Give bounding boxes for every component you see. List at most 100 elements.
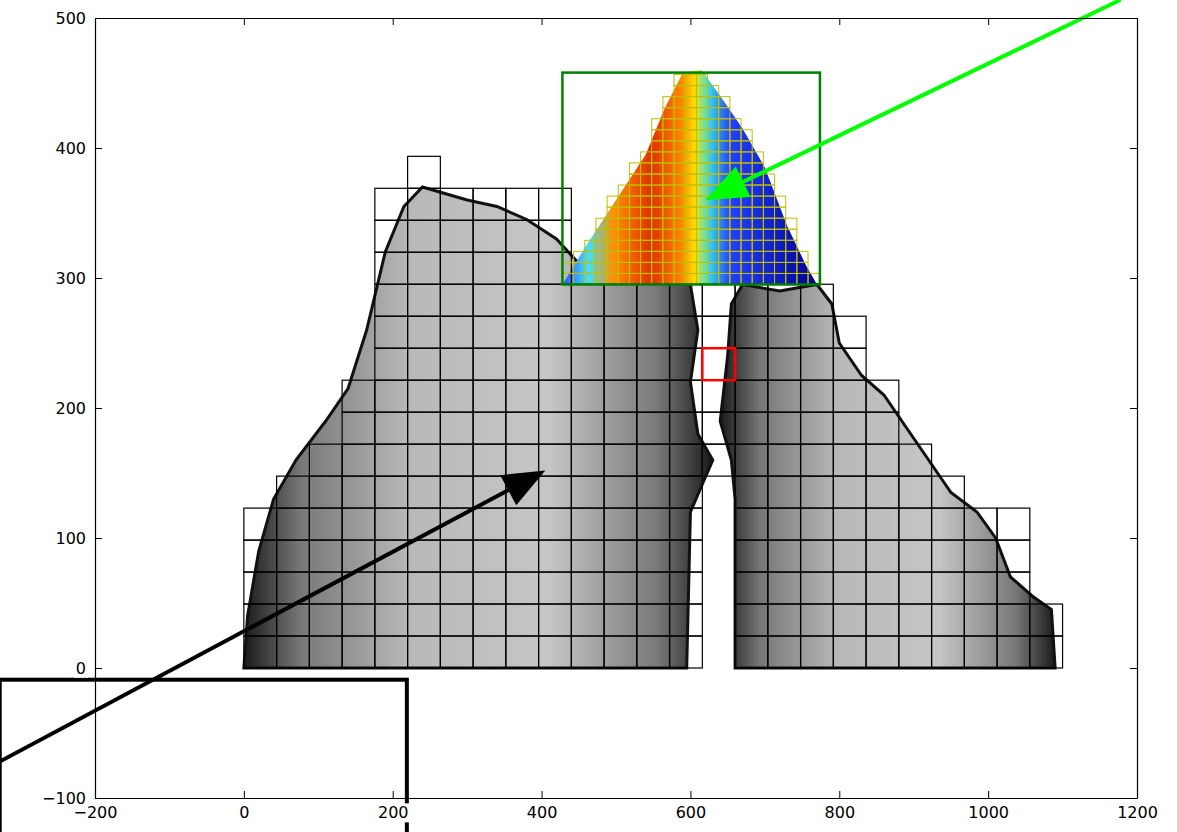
tick-mark xyxy=(1130,18,1137,19)
grid-cell xyxy=(571,604,604,636)
fine-cell xyxy=(663,119,674,130)
fine-cell xyxy=(618,273,629,284)
grid-cell xyxy=(506,316,539,348)
fine-cell xyxy=(797,273,808,284)
grid-cell xyxy=(309,444,342,476)
tick-mark xyxy=(95,408,102,409)
grid-cell xyxy=(768,444,801,476)
fine-cell xyxy=(574,251,585,262)
fine-cell xyxy=(797,251,808,262)
fine-cell xyxy=(730,130,741,141)
fine-cell xyxy=(652,119,663,130)
grid-cell xyxy=(866,508,899,540)
grid-cell xyxy=(539,572,572,604)
fine-cell xyxy=(741,262,752,273)
fine-cell xyxy=(685,86,696,97)
grid-cell xyxy=(932,604,965,636)
grid-cell xyxy=(735,380,768,412)
tick-mark xyxy=(95,148,102,149)
fine-cell xyxy=(663,185,674,196)
grid-cell xyxy=(408,476,441,508)
fine-cell xyxy=(674,273,685,284)
grid-cell xyxy=(637,636,670,668)
fine-cell xyxy=(775,262,786,273)
fine-cell xyxy=(696,207,707,218)
fine-cell xyxy=(708,119,719,130)
grid-cell xyxy=(735,508,768,540)
fine-cell xyxy=(763,240,774,251)
grid-cell xyxy=(768,284,801,316)
grid-cell xyxy=(899,444,932,476)
fine-cell xyxy=(786,218,797,229)
fine-cell xyxy=(685,108,696,119)
grid-cell xyxy=(735,636,768,668)
fine-cell xyxy=(641,273,652,284)
grid-cell xyxy=(735,284,768,316)
grid-cell xyxy=(801,348,834,380)
grid-cell xyxy=(506,508,539,540)
fine-cell xyxy=(708,108,719,119)
grid-cell xyxy=(997,604,1030,636)
tick: 400 xyxy=(525,791,560,822)
fine-cell xyxy=(607,229,618,240)
heat-region xyxy=(562,70,817,285)
grid-cell xyxy=(702,444,735,476)
grid-cell xyxy=(473,252,506,284)
grid-cell xyxy=(1030,604,1063,636)
x-axis-top xyxy=(96,18,1138,25)
grid-cell xyxy=(833,604,866,636)
grid-cell xyxy=(866,380,899,412)
fine-cell xyxy=(629,262,640,273)
fine-cell xyxy=(708,262,719,273)
fine-cell xyxy=(741,163,752,174)
grid-cell xyxy=(571,380,604,412)
grid-cell xyxy=(670,636,703,668)
grid-cell xyxy=(375,412,408,444)
fine-cell xyxy=(708,163,719,174)
grid-cell xyxy=(408,380,441,412)
fine-cell xyxy=(763,251,774,262)
grid-cell xyxy=(768,316,801,348)
grid-cell xyxy=(833,636,866,668)
arrow-shaft xyxy=(741,0,1120,183)
region-box xyxy=(702,348,735,380)
fine-cell xyxy=(708,97,719,108)
grid-cell xyxy=(440,572,473,604)
grid-cell xyxy=(932,540,965,572)
fine-cell xyxy=(752,251,763,262)
grid-cell xyxy=(539,604,572,636)
fine-cell xyxy=(763,174,774,185)
grid-cell xyxy=(801,284,834,316)
fine-cell xyxy=(618,240,629,251)
grid-cell xyxy=(506,348,539,380)
grid-cell xyxy=(735,316,768,348)
grid-cell xyxy=(604,508,637,540)
tick-mark xyxy=(95,538,102,539)
grid-cell xyxy=(473,444,506,476)
arrow xyxy=(705,0,1120,200)
grid-cell xyxy=(997,540,1030,572)
grid-cell xyxy=(964,636,997,668)
fine-cell xyxy=(775,229,786,240)
fine-cell xyxy=(641,196,652,207)
grid-cell xyxy=(637,316,670,348)
grid-cell xyxy=(506,412,539,444)
fine-cell xyxy=(674,108,685,119)
annotations xyxy=(0,0,1121,832)
grid-cell xyxy=(571,316,604,348)
grid-cell xyxy=(440,348,473,380)
tick-mark xyxy=(244,791,245,798)
fine-cell xyxy=(685,229,696,240)
tick: −100 xyxy=(40,789,102,808)
fine-cell xyxy=(708,174,719,185)
fine-cell xyxy=(652,273,663,284)
grid-cell xyxy=(768,380,801,412)
tick-label-patch xyxy=(376,803,411,822)
grid-cell xyxy=(604,284,637,316)
fine-cell xyxy=(719,229,730,240)
tick-mark xyxy=(988,18,989,25)
grid-cell xyxy=(473,380,506,412)
grid-cell xyxy=(473,284,506,316)
fine-cell xyxy=(708,240,719,251)
fine-cell xyxy=(730,218,741,229)
